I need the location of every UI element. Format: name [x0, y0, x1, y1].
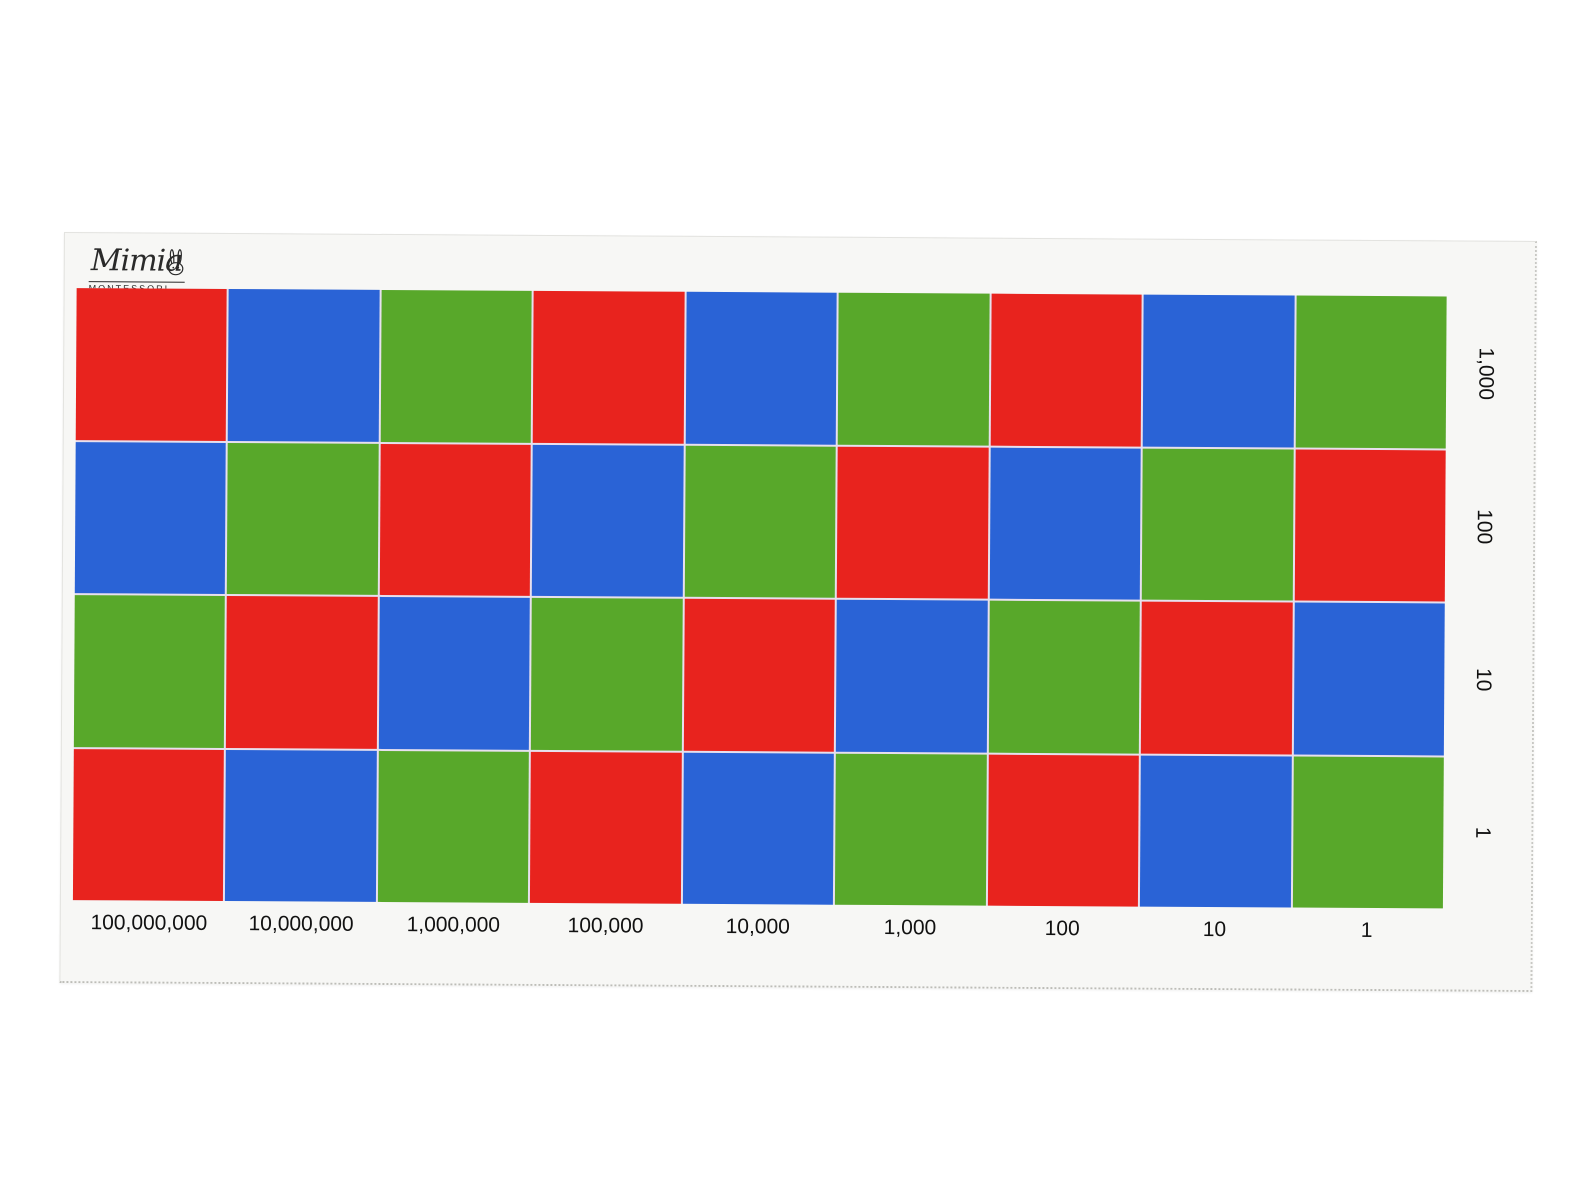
board-square-red — [530, 751, 682, 904]
column-labels: 100,000,000 10,000,000 1,000,000 100,000 10,… — [73, 905, 1443, 949]
board-square-red — [990, 293, 1142, 447]
board-square-blue — [532, 444, 684, 597]
board-square-blue — [989, 447, 1141, 600]
board-square-green — [988, 600, 1140, 754]
row-label-text: 10 — [1472, 667, 1496, 691]
board-square-green — [227, 442, 379, 595]
board-square-green — [531, 597, 683, 751]
row-label: 10 — [1448, 602, 1519, 755]
board-square-green — [837, 292, 990, 446]
board-square-blue — [225, 749, 377, 902]
brand-logo: Mimia MONTESSORI — [88, 243, 185, 294]
board-square-blue — [685, 291, 837, 445]
column-label: 10 — [1202, 917, 1227, 942]
board-square-red — [836, 446, 989, 599]
board-square-blue — [74, 441, 227, 594]
column-label: 1 — [1360, 918, 1373, 943]
row-label-text: 1,000 — [1474, 346, 1498, 400]
board-square-red — [75, 288, 228, 441]
checkerboard-mat: Mimia MONTESSORI 100,000,000 10,000,000 1,… — [59, 232, 1537, 992]
column-label: 1,000,000 — [406, 913, 501, 937]
column-label: 10,000 — [725, 915, 790, 939]
board-square-green — [380, 289, 532, 443]
board-square-blue — [378, 596, 531, 750]
board-square-blue — [228, 289, 380, 442]
board-square-red — [533, 290, 685, 444]
bunny-icon — [168, 248, 184, 276]
board-square-red — [226, 596, 378, 749]
board-square-green — [1295, 295, 1447, 448]
board-square-red — [1140, 601, 1293, 755]
column-label: 1,000 — [883, 916, 937, 940]
board-square-blue — [1293, 602, 1445, 755]
board-square-red — [72, 748, 225, 901]
board-square-blue — [1140, 755, 1292, 908]
row-label-text: 100 — [1473, 508, 1497, 544]
board-square-blue — [1142, 294, 1295, 448]
board-square-green — [835, 753, 987, 906]
board-square-red — [1294, 449, 1446, 602]
board-square-green — [1292, 756, 1444, 909]
row-labels: 1,000 100 10 1 — [1447, 296, 1521, 908]
board-square-green — [377, 750, 530, 903]
column-label: 100,000 — [567, 914, 644, 938]
row-label: 100 — [1449, 449, 1520, 602]
row-label: 1 — [1447, 755, 1518, 908]
board-square-green — [1141, 448, 1294, 601]
board-square-blue — [682, 752, 835, 905]
board-square-red — [379, 443, 532, 596]
board-square-red — [987, 754, 1139, 907]
row-label: 1,000 — [1450, 296, 1521, 449]
checkerboard-grid — [72, 288, 1447, 909]
board-square-green — [684, 445, 836, 598]
row-label-text: 1 — [1471, 826, 1495, 839]
column-label: 100,000,000 — [90, 911, 208, 935]
board-square-green — [73, 595, 226, 748]
board-square-red — [683, 598, 835, 752]
column-label: 10,000,000 — [248, 912, 354, 936]
board-square-blue — [836, 599, 988, 753]
column-label: 100 — [1044, 917, 1080, 941]
